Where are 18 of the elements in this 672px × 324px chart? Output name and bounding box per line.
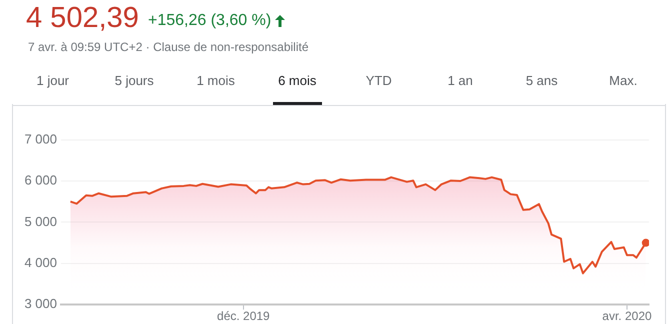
y-tick-label: 3 000	[24, 296, 57, 312]
text: 1 an	[448, 73, 473, 88]
y-tick-label: 6 000	[24, 172, 57, 188]
y-tick-label: 5 000	[24, 214, 57, 229]
y-tick-label: 4 000	[24, 254, 57, 270]
text: 7 avr. à 09:59 UTC+2 · Clause de non-responsabilité	[28, 40, 308, 54]
text: YTD	[366, 73, 392, 88]
text: 5 jours	[114, 73, 154, 88]
y-tick-label: 7 000	[24, 131, 57, 146]
text: 6 mois	[278, 73, 316, 88]
x-tick-label: avr. 2020	[602, 309, 652, 324]
text: 1 mois	[196, 73, 235, 88]
chart-title: 4 502,39	[26, 2, 139, 35]
x-tick-label: déc. 2019	[217, 309, 270, 324]
chart-subtitle: +156,26 (3,60 %)	[148, 12, 272, 30]
text: 5 ans	[526, 73, 558, 88]
text: Max.	[609, 73, 638, 88]
text: 1 jour	[36, 73, 70, 88]
